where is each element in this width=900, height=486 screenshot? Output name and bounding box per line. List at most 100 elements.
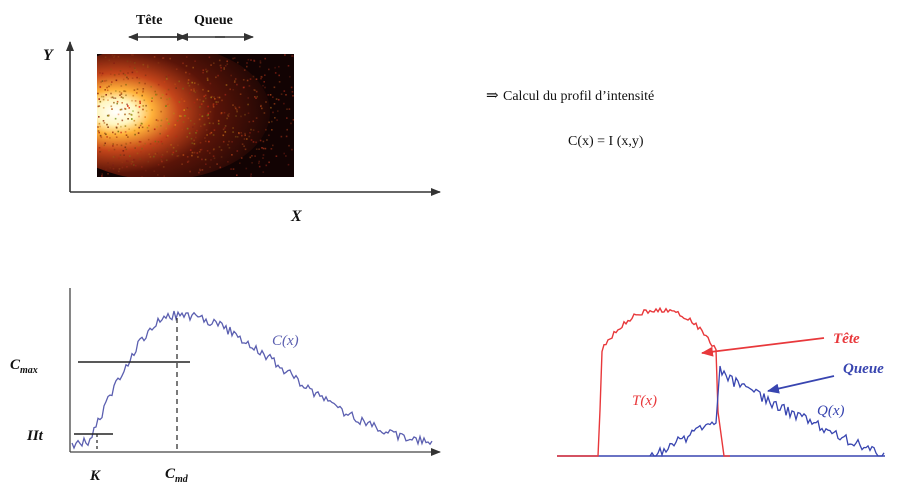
speckle (131, 71, 134, 74)
speckle (166, 135, 169, 137)
speckle (200, 148, 203, 151)
speckle (100, 136, 103, 139)
speckle (277, 98, 280, 101)
speckle (206, 69, 209, 72)
speckle (138, 106, 141, 108)
speckle (191, 142, 194, 144)
speckle (104, 80, 106, 82)
speckle (187, 82, 189, 84)
speckle (100, 81, 102, 83)
comet-speckles (97, 54, 294, 177)
speckle (112, 97, 115, 99)
speckle (189, 119, 192, 122)
speckle (180, 98, 183, 100)
speckle (120, 93, 123, 95)
speckle (240, 157, 243, 159)
speckle (271, 129, 273, 131)
speckle (200, 176, 203, 177)
speckle (192, 126, 194, 128)
queue-curve (649, 365, 885, 458)
tete-title-label: Tête (833, 331, 860, 347)
speckle (283, 90, 286, 92)
speckle (181, 128, 183, 131)
speckle (124, 108, 127, 110)
speckle (141, 176, 143, 177)
speckle (98, 116, 100, 118)
speckle (135, 104, 137, 107)
speckle (156, 143, 158, 145)
speckle (121, 161, 124, 163)
speckle (268, 121, 270, 124)
speckle (99, 86, 102, 88)
speckle (258, 162, 260, 165)
speckle (202, 100, 205, 103)
speckle (198, 118, 201, 121)
speckle (111, 108, 113, 110)
speckle (185, 108, 188, 110)
speckle (138, 115, 140, 118)
speckle (220, 69, 222, 72)
speckle (145, 110, 148, 112)
speckle (191, 151, 194, 154)
speckle (268, 161, 270, 164)
speckle (127, 78, 129, 80)
speckle (153, 69, 155, 71)
speckle (244, 132, 246, 135)
speckle (161, 94, 164, 96)
speckle (204, 140, 207, 143)
speckle (291, 148, 293, 151)
speckle (129, 155, 131, 157)
speckle (242, 86, 245, 89)
speckle (161, 142, 164, 145)
speckle (156, 152, 158, 155)
speckle (240, 132, 242, 134)
speckle (113, 62, 115, 64)
speckle (135, 164, 137, 167)
speckle (207, 90, 210, 92)
speckle (204, 137, 206, 139)
t-function-label: T(x) (632, 393, 657, 409)
speckle (258, 160, 260, 163)
speckle (192, 66, 194, 69)
speckle (195, 132, 197, 134)
cmd-label-sub: md (175, 474, 189, 485)
speckle (176, 119, 179, 122)
speckle (228, 140, 230, 143)
speckle (132, 94, 135, 97)
speckle (212, 155, 215, 157)
speckle (293, 55, 294, 58)
speckle (105, 94, 107, 96)
speckle (223, 68, 225, 70)
speckle (142, 68, 145, 71)
speckle (200, 103, 203, 105)
speckle (186, 156, 189, 158)
speckle (144, 142, 146, 145)
speckle (161, 160, 163, 163)
speckle (163, 81, 166, 83)
speckle (106, 86, 108, 89)
speckle (199, 106, 201, 108)
speckle (224, 65, 227, 67)
speckle (109, 167, 111, 169)
speckle (136, 152, 139, 155)
speckle (168, 74, 170, 77)
speckle (268, 68, 270, 71)
speckle (148, 124, 150, 127)
speckle (98, 98, 100, 100)
speckle (193, 90, 195, 92)
speckle (237, 61, 239, 64)
speckle (207, 117, 210, 119)
speckle (262, 171, 265, 173)
speckle (157, 174, 159, 176)
speckle (214, 98, 216, 100)
speckle (117, 56, 120, 58)
speckle (262, 147, 265, 150)
speckle (193, 101, 196, 104)
speckle (97, 126, 99, 128)
speckle (260, 77, 262, 80)
speckle (201, 169, 204, 171)
speckle (125, 94, 127, 97)
speckle (125, 134, 128, 136)
speckle (109, 137, 111, 139)
speckle (110, 105, 113, 108)
